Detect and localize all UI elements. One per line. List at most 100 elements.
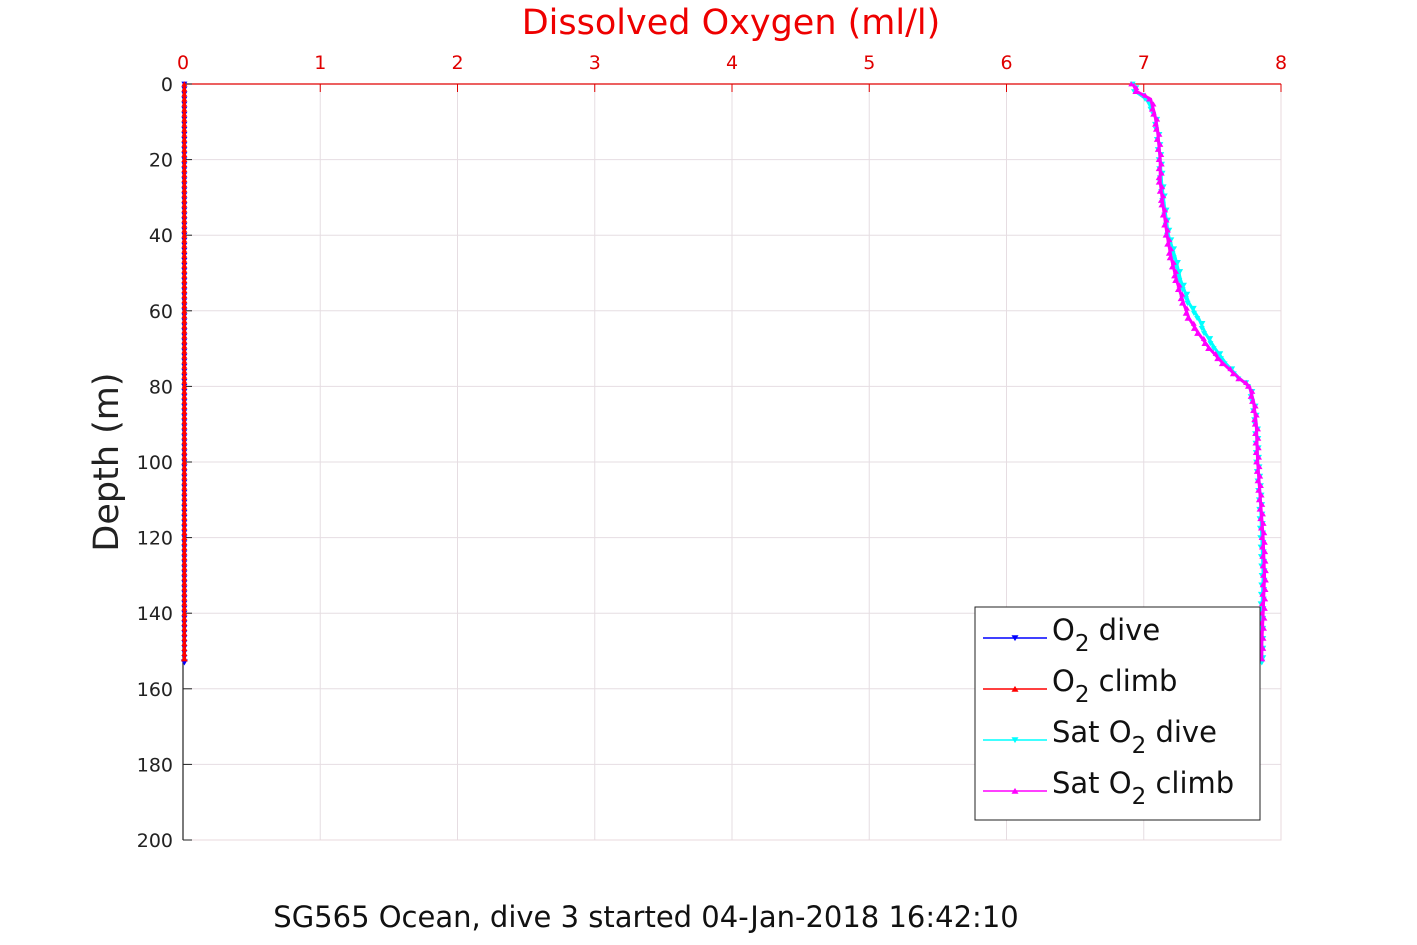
x-axis-ticks: 0 1 2 3 4 5 6 7 8 — [177, 52, 1287, 92]
data-point — [1253, 468, 1260, 474]
data-point — [181, 429, 188, 435]
legend-swatch-marker — [1011, 787, 1019, 794]
data-point — [1198, 326, 1205, 332]
data-point — [1259, 582, 1266, 588]
data-point — [181, 398, 188, 404]
data-point — [1259, 553, 1266, 559]
data-point — [1199, 321, 1206, 327]
data-point — [1217, 351, 1224, 357]
data-point — [1259, 501, 1266, 507]
data-point — [181, 635, 188, 641]
data-point — [1259, 601, 1266, 607]
data-point — [1174, 260, 1181, 266]
data-point — [181, 192, 188, 198]
data-point — [181, 136, 188, 142]
data-point — [1154, 116, 1161, 122]
data-point — [181, 187, 188, 193]
data-point — [1210, 346, 1217, 352]
data-point — [1161, 222, 1168, 228]
data-point — [181, 519, 188, 525]
data-point — [181, 449, 188, 455]
data-point — [181, 393, 188, 399]
series-layer — [180, 81, 1269, 666]
data-point — [1201, 331, 1208, 337]
data-point — [181, 247, 188, 253]
data-point — [181, 474, 188, 480]
y-tick-label: 20 — [149, 150, 173, 172]
data-point — [181, 454, 188, 460]
data-point — [181, 620, 188, 626]
data-point — [181, 484, 188, 490]
data-point — [1207, 341, 1214, 347]
data-point — [1251, 421, 1258, 427]
data-point — [181, 650, 188, 656]
data-point — [1255, 435, 1262, 441]
data-point — [1164, 241, 1171, 247]
data-point — [1170, 259, 1177, 265]
data-point — [1253, 459, 1260, 465]
data-point — [1158, 170, 1165, 176]
data-point — [181, 237, 188, 243]
data-point — [181, 323, 188, 329]
data-point — [1184, 315, 1191, 321]
data-point — [181, 262, 188, 268]
data-point — [181, 91, 188, 97]
data-point — [181, 539, 188, 546]
data-point — [181, 605, 188, 611]
data-point — [181, 207, 188, 213]
data-point — [1247, 393, 1254, 399]
data-point — [1153, 136, 1160, 142]
data-point — [181, 338, 188, 344]
data-point — [1157, 141, 1164, 147]
data-point — [181, 227, 188, 233]
data-point — [180, 655, 188, 662]
data-point — [181, 585, 188, 591]
data-point — [1257, 525, 1264, 531]
data-point — [1190, 305, 1197, 311]
legend-swatch-marker — [1011, 635, 1019, 642]
data-point — [181, 131, 188, 137]
data-point — [181, 560, 188, 566]
x-tick-label: 8 — [1275, 52, 1287, 74]
data-point — [181, 444, 188, 450]
data-point — [1171, 246, 1178, 252]
data-point — [1159, 212, 1166, 218]
y-tick-label: 160 — [137, 679, 173, 701]
data-point — [181, 333, 188, 339]
data-point — [181, 630, 188, 636]
data-point — [1190, 310, 1197, 317]
data-point — [1155, 179, 1162, 185]
data-point — [1182, 310, 1189, 316]
data-point — [181, 272, 188, 278]
data-point — [181, 343, 188, 349]
data-point — [1171, 273, 1178, 279]
y-axis-ticks: 0 20 40 60 80 100 120 140 160 180 200 — [137, 74, 192, 852]
data-point — [181, 424, 188, 430]
data-point — [1258, 492, 1265, 498]
data-point — [1254, 426, 1261, 432]
data-point — [181, 308, 188, 314]
legend-box — [974, 606, 1261, 821]
data-point — [1259, 544, 1266, 550]
legend-label: Sat O2 climb — [1052, 766, 1234, 810]
data-point — [1235, 376, 1242, 382]
data-point — [1200, 335, 1207, 341]
data-point — [181, 358, 188, 364]
data-point — [181, 166, 188, 173]
data-point — [181, 388, 188, 394]
data-point — [1177, 296, 1184, 302]
data-point — [181, 580, 188, 586]
x-tick-label: 0 — [177, 52, 189, 74]
data-point — [1201, 340, 1208, 346]
data-point — [1255, 487, 1262, 493]
data-point — [181, 353, 188, 359]
data-point — [1227, 366, 1234, 372]
data-point — [1262, 596, 1269, 602]
data-point — [1164, 227, 1171, 233]
data-point — [1259, 591, 1266, 597]
data-point — [1150, 101, 1157, 107]
data-point — [1168, 246, 1175, 252]
data-point — [181, 328, 188, 334]
legend-label: O2 climb — [1052, 664, 1177, 708]
data-point — [1205, 345, 1212, 351]
